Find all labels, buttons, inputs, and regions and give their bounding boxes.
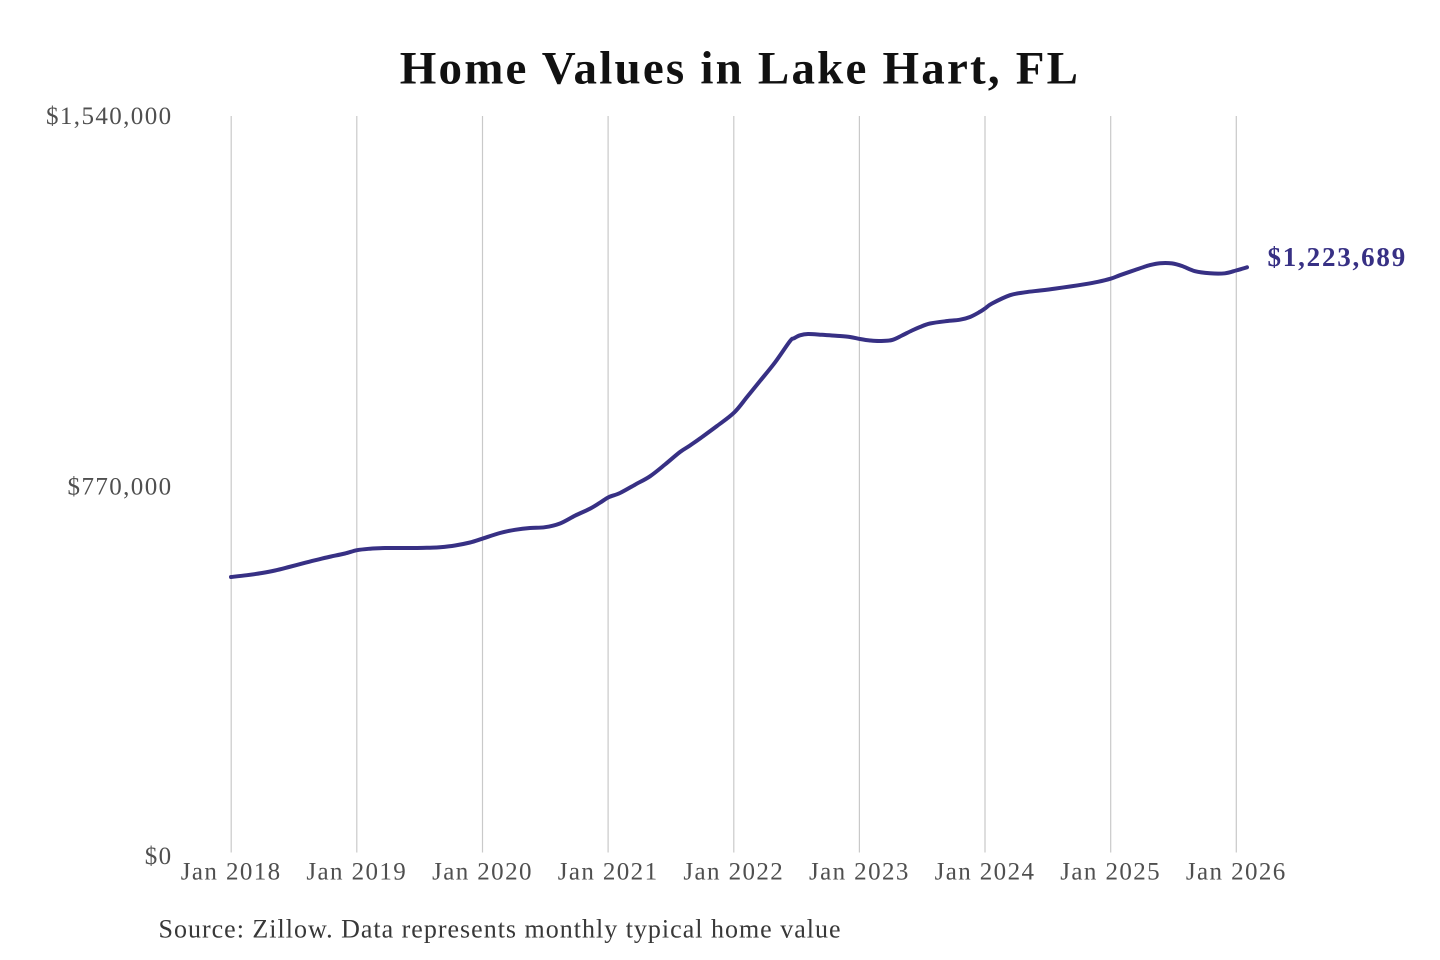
svg-text:$0: $0 — [145, 843, 173, 870]
svg-text:$1,540,000: $1,540,000 — [46, 103, 173, 130]
svg-text:$770,000: $770,000 — [68, 474, 173, 501]
svg-text:Source: Zillow. Data represent: Source: Zillow. Data represents monthly … — [159, 915, 842, 944]
svg-text:$1,223,689: $1,223,689 — [1268, 242, 1408, 272]
svg-text:Jan 2019: Jan 2019 — [306, 858, 407, 885]
svg-text:Jan 2026: Jan 2026 — [1186, 858, 1287, 885]
svg-text:Jan 2022: Jan 2022 — [683, 858, 784, 885]
svg-text:Jan 2018: Jan 2018 — [181, 858, 282, 885]
svg-text:Jan 2023: Jan 2023 — [809, 858, 910, 885]
svg-text:Jan 2025: Jan 2025 — [1060, 858, 1161, 885]
svg-text:Jan 2024: Jan 2024 — [935, 858, 1036, 885]
svg-text:Home Values in Lake Hart, FL: Home Values in Lake Hart, FL — [400, 43, 1080, 95]
svg-text:Jan 2020: Jan 2020 — [432, 858, 533, 885]
svg-text:Jan 2021: Jan 2021 — [558, 858, 659, 885]
